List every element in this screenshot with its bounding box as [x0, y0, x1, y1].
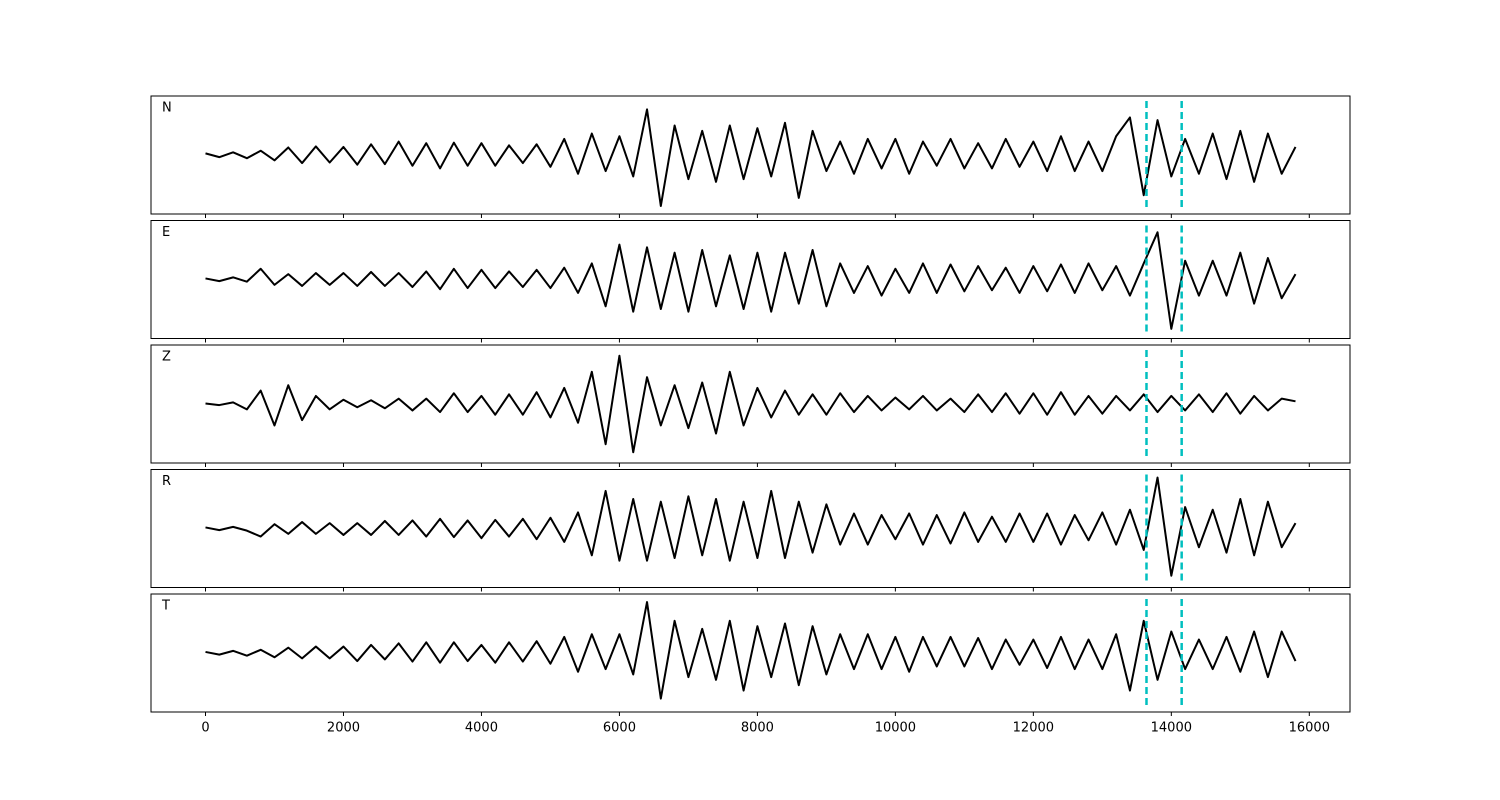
panel-label: Z	[162, 350, 171, 365]
panel-frame	[150, 95, 1351, 215]
x-tick-label: 0	[201, 721, 209, 736]
trace	[205, 108, 1297, 207]
panel-label: E	[162, 225, 170, 240]
panel-label: T	[161, 599, 170, 614]
x-tick-label: 12000	[1013, 721, 1054, 736]
panel-label: R	[162, 474, 171, 489]
panel-frame	[150, 469, 1351, 588]
trace	[205, 601, 1297, 700]
x-tick-label: 8000	[741, 721, 774, 736]
x-tick-label: 14000	[1151, 721, 1192, 736]
x-tick-label: 2000	[327, 721, 360, 736]
trace	[205, 354, 1296, 454]
panel-label: N	[162, 101, 172, 116]
panel-frame	[150, 220, 1351, 339]
x-tick-label: 6000	[603, 721, 636, 736]
x-tick-label: 16000	[1289, 721, 1330, 736]
panel-frame	[150, 593, 1351, 713]
panel-frame	[150, 344, 1351, 464]
trace	[205, 231, 1297, 330]
trace	[205, 476, 1297, 577]
x-tick-label: 10000	[875, 721, 916, 736]
x-tick-label: 4000	[465, 721, 498, 736]
